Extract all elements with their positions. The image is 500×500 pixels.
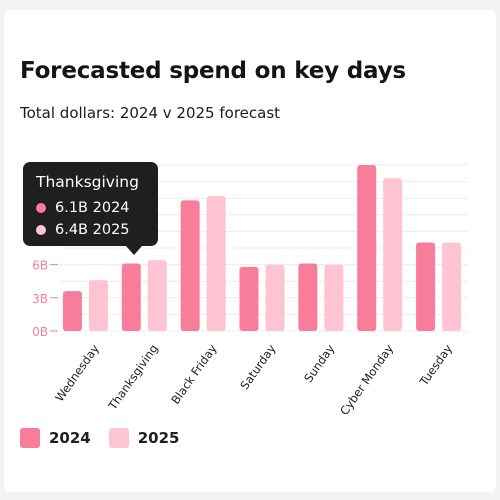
x-axis: Wednesday Thanksgiving Black Friday Saturda… bbox=[52, 342, 455, 418]
bar-2024-black-friday[interactable] bbox=[180, 200, 200, 331]
tooltip-dot-2024 bbox=[36, 203, 46, 213]
bar-2024-sunday[interactable] bbox=[298, 263, 318, 331]
y-tick-label: 3B bbox=[32, 292, 48, 306]
x-tick-label: Saturday bbox=[237, 342, 278, 393]
x-tick-label: Wednesday bbox=[52, 342, 102, 405]
x-tick-label: Cyber Monday bbox=[337, 342, 396, 418]
y-axis: 0B 3B 6B bbox=[32, 259, 58, 339]
bar-2025-thanksgiving[interactable] bbox=[147, 260, 167, 331]
tooltip-row-2025: 6.4B 2025 bbox=[36, 222, 130, 238]
legend-label-2025: 2025 bbox=[137, 429, 180, 447]
bar-2024-cyber-monday[interactable] bbox=[357, 165, 377, 331]
bar-2025-saturday[interactable] bbox=[265, 264, 285, 331]
y-tick-label: 6B bbox=[32, 259, 48, 273]
legend-swatch-2024 bbox=[20, 428, 40, 448]
legend-item-2025[interactable]: 2025 bbox=[108, 428, 180, 448]
y-tick-label: 0B bbox=[32, 325, 48, 339]
x-tick-label: Sunday bbox=[301, 342, 337, 385]
legend-item-2024[interactable]: 2024 bbox=[20, 428, 91, 448]
tooltip-row-2024: 6.1B 2024 bbox=[36, 200, 130, 216]
bar-2024-wednesday[interactable] bbox=[62, 291, 82, 331]
legend-swatch-2025 bbox=[108, 428, 129, 448]
x-tick-label: Black Friday bbox=[168, 342, 220, 407]
bar-2025-wednesday[interactable] bbox=[88, 280, 108, 331]
bar-2025-sunday[interactable] bbox=[324, 264, 344, 331]
legend: 2024 2025 bbox=[20, 428, 198, 448]
bar-2025-cyber-monday[interactable] bbox=[383, 178, 403, 331]
bar-2024-thanksgiving[interactable] bbox=[121, 263, 141, 331]
tooltip: Thanksgiving 6.1B 2024 6.4B 2025 bbox=[23, 162, 158, 255]
legend-label-2024: 2024 bbox=[49, 429, 91, 447]
tooltip-title: Thanksgiving bbox=[36, 173, 139, 191]
bars bbox=[62, 165, 462, 331]
tooltip-value-2024: 6.1B 2024 bbox=[55, 200, 130, 216]
bar-2025-tuesday[interactable] bbox=[442, 242, 462, 331]
bar-2024-saturday[interactable] bbox=[239, 266, 259, 331]
chart-title: Forecasted spend on key days bbox=[20, 58, 406, 84]
x-tick-label: Thanksgiving bbox=[105, 342, 161, 413]
bar-2025-black-friday[interactable] bbox=[206, 195, 226, 331]
chart-subtitle: Total dollars: 2024 v 2025 forecast bbox=[20, 104, 281, 122]
bar-2024-tuesday[interactable] bbox=[416, 242, 436, 331]
tooltip-value-2025: 6.4B 2025 bbox=[55, 222, 130, 238]
x-tick-label: Tuesday bbox=[416, 342, 455, 389]
chart-card bbox=[4, 10, 496, 492]
tooltip-dot-2025 bbox=[36, 225, 46, 235]
